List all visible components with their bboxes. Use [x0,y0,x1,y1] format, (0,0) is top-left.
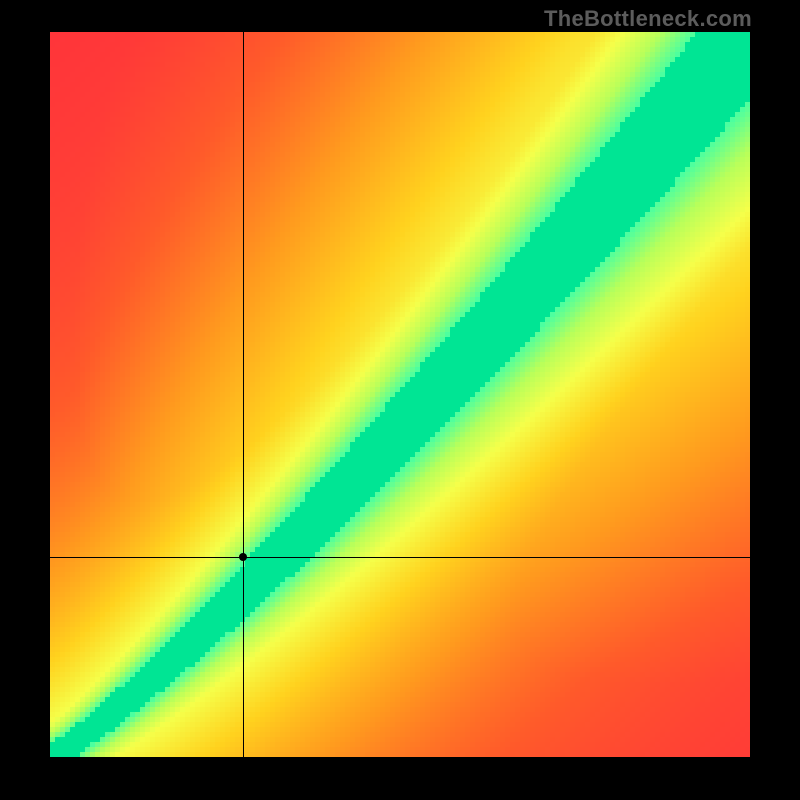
data-point-marker [239,553,247,561]
crosshair-horizontal [50,557,750,558]
chart-container: TheBottleneck.com [0,0,800,800]
heatmap-canvas [50,32,750,757]
watermark-text: TheBottleneck.com [544,6,752,32]
crosshair-vertical [243,32,244,757]
